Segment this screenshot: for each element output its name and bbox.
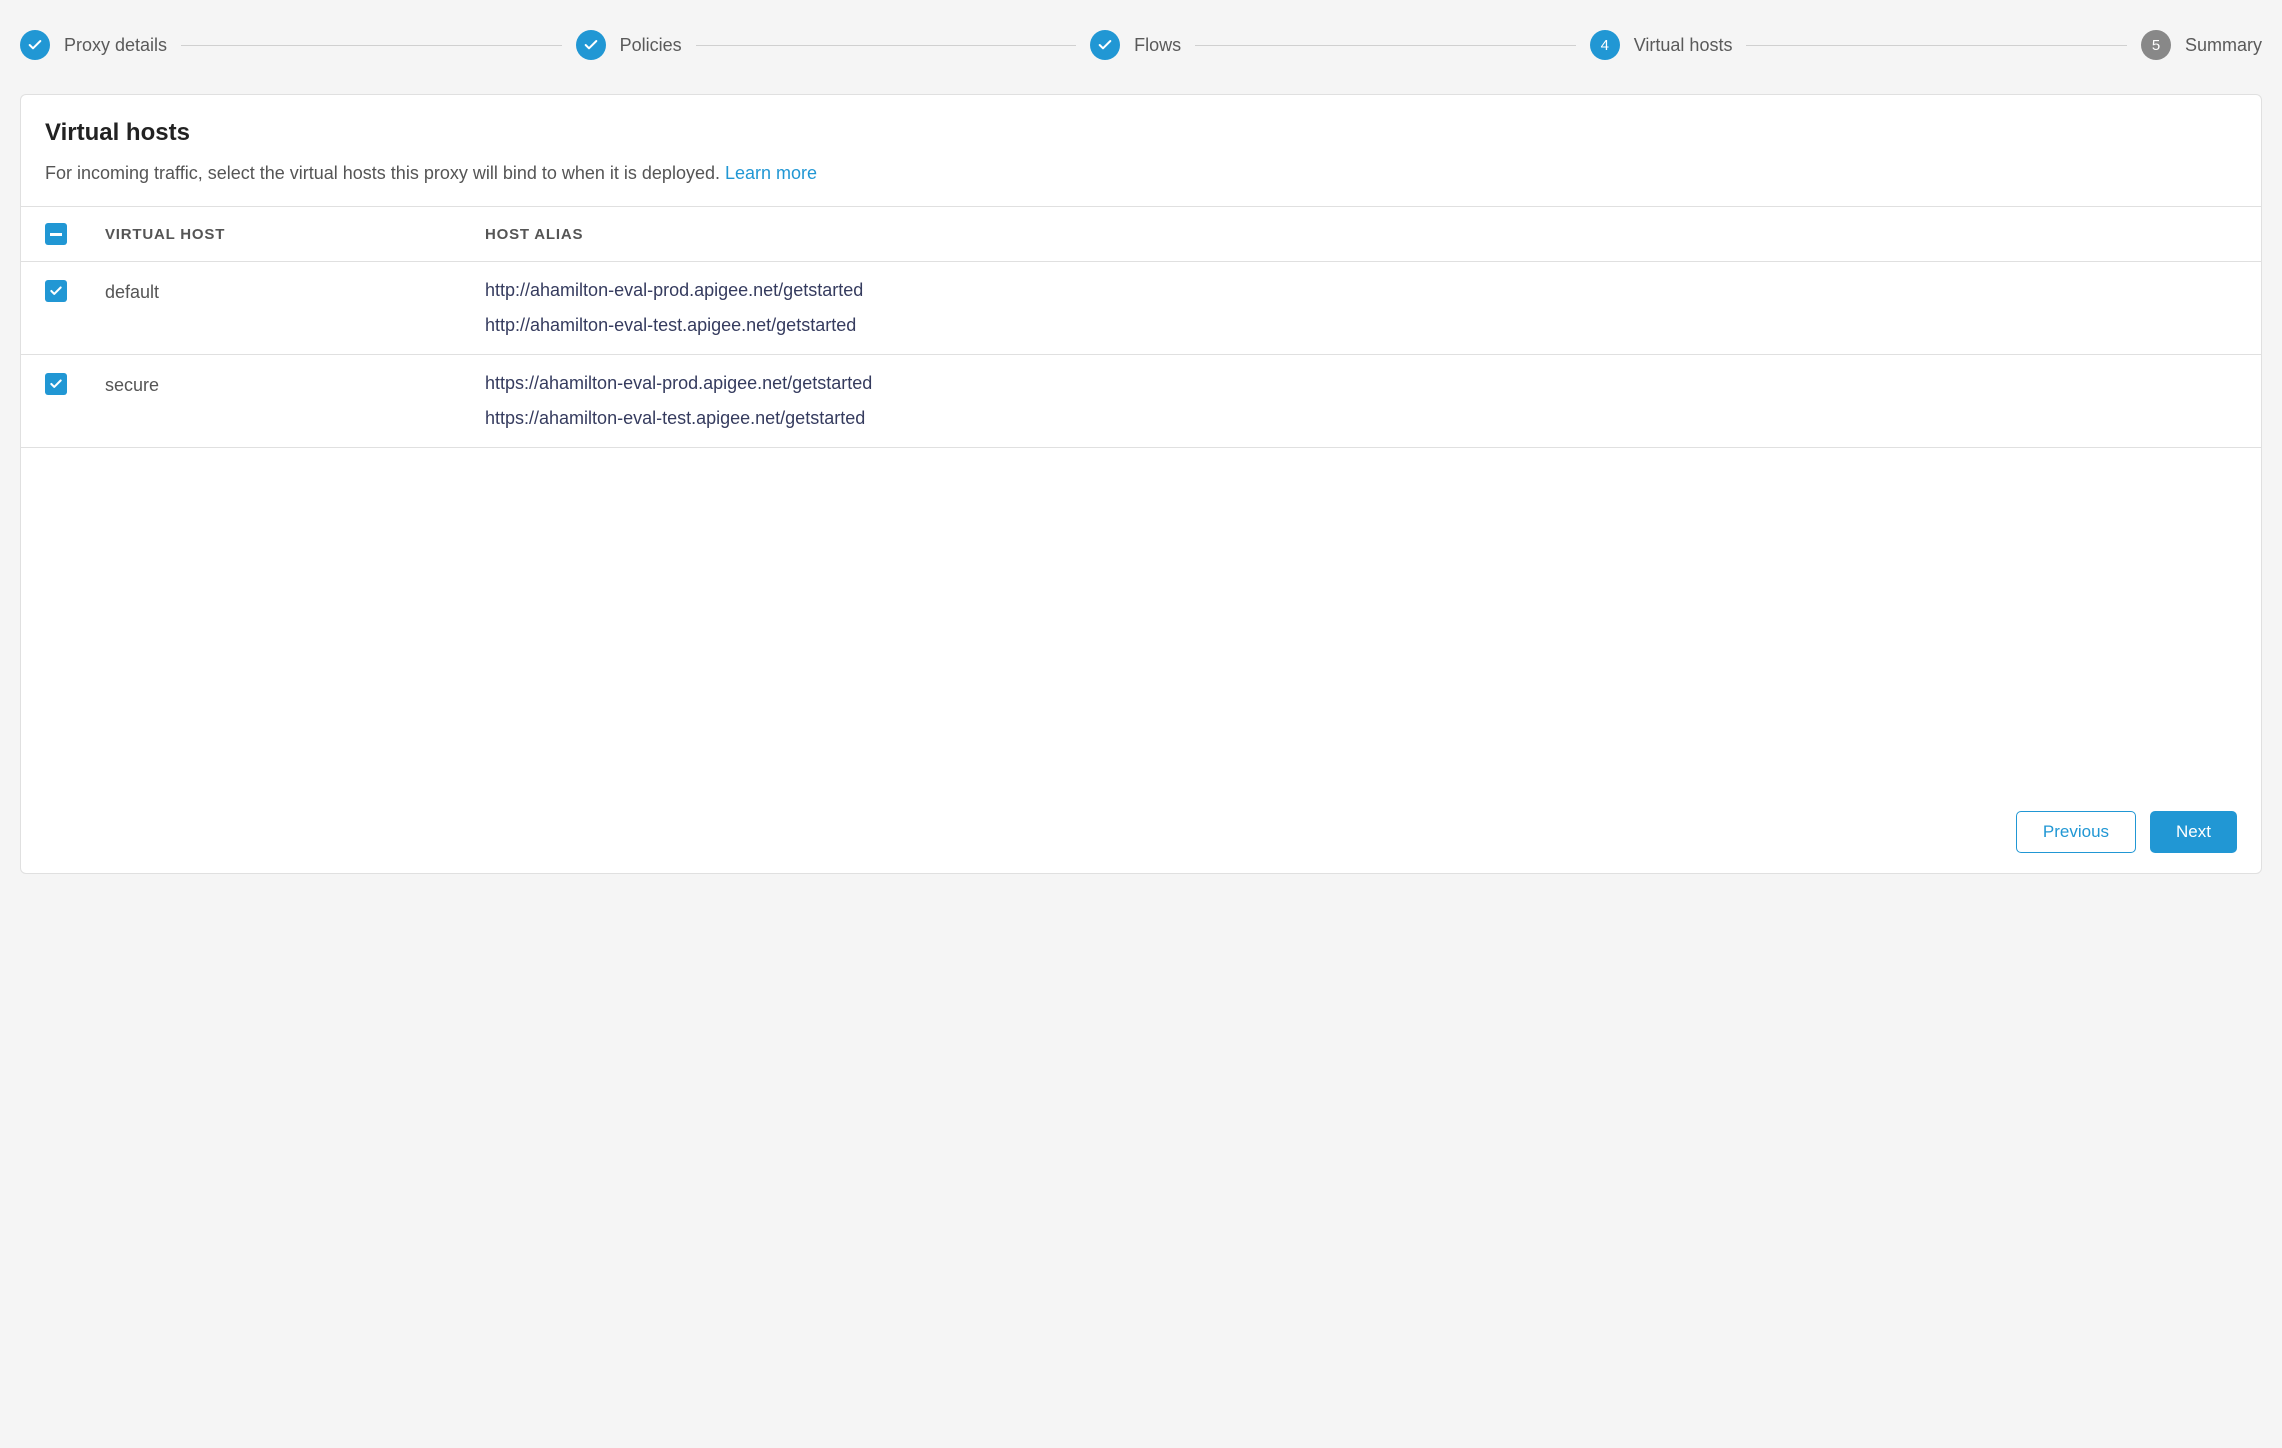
description-text: For incoming traffic, select the virtual… (45, 163, 725, 183)
row-checkbox-secure[interactable] (45, 373, 67, 395)
step-label: Virtual hosts (1634, 35, 1733, 56)
column-header-virtual-host: VIRTUAL HOST (105, 226, 485, 243)
stepper-connector (181, 45, 562, 46)
page-title: Virtual hosts (45, 119, 2237, 147)
host-alias-cell: https://ahamilton-eval-prod.apigee.net/g… (485, 373, 2237, 429)
table-header-row: VIRTUAL HOST HOST ALIAS (21, 206, 2261, 262)
card-footer: Previous Next (21, 791, 2261, 873)
step-label: Policies (620, 35, 682, 56)
page-description: For incoming traffic, select the virtual… (45, 161, 2237, 186)
step-label: Proxy details (64, 35, 167, 56)
virtual-hosts-table: VIRTUAL HOST HOST ALIAS default http://a… (21, 206, 2261, 791)
host-alias-value: https://ahamilton-eval-prod.apigee.net/g… (485, 373, 2237, 394)
stepper-connector (1746, 45, 2127, 46)
step-label: Summary (2185, 35, 2262, 56)
step-policies[interactable]: Policies (576, 30, 682, 60)
learn-more-link[interactable]: Learn more (725, 163, 817, 183)
card-header: Virtual hosts For incoming traffic, sele… (21, 95, 2261, 206)
step-label: Flows (1134, 35, 1181, 56)
step-proxy-details[interactable]: Proxy details (20, 30, 167, 60)
table-row: default http://ahamilton-eval-prod.apige… (21, 262, 2261, 355)
select-all-checkbox[interactable] (45, 223, 67, 245)
check-icon (576, 30, 606, 60)
table-row: secure https://ahamilton-eval-prod.apige… (21, 355, 2261, 448)
stepper-connector (1195, 45, 1576, 46)
virtual-host-name: secure (105, 373, 485, 396)
host-alias-value: http://ahamilton-eval-test.apigee.net/ge… (485, 315, 2237, 336)
step-flows[interactable]: Flows (1090, 30, 1181, 60)
wizard-stepper: Proxy details Policies Flows 4 Virtual h… (20, 20, 2262, 70)
minus-icon (50, 233, 62, 236)
step-virtual-hosts[interactable]: 4 Virtual hosts (1590, 30, 1733, 60)
column-header-host-alias: HOST ALIAS (485, 226, 2237, 243)
host-alias-value: https://ahamilton-eval-test.apigee.net/g… (485, 408, 2237, 429)
main-card: Virtual hosts For incoming traffic, sele… (20, 94, 2262, 874)
check-icon (1090, 30, 1120, 60)
previous-button[interactable]: Previous (2016, 811, 2136, 853)
next-button[interactable]: Next (2150, 811, 2237, 853)
row-checkbox-default[interactable] (45, 280, 67, 302)
step-summary[interactable]: 5 Summary (2141, 30, 2262, 60)
host-alias-value: http://ahamilton-eval-prod.apigee.net/ge… (485, 280, 2237, 301)
virtual-host-name: default (105, 280, 485, 303)
step-number: 4 (1590, 30, 1620, 60)
step-number: 5 (2141, 30, 2171, 60)
stepper-connector (696, 45, 1077, 46)
host-alias-cell: http://ahamilton-eval-prod.apigee.net/ge… (485, 280, 2237, 336)
check-icon (20, 30, 50, 60)
